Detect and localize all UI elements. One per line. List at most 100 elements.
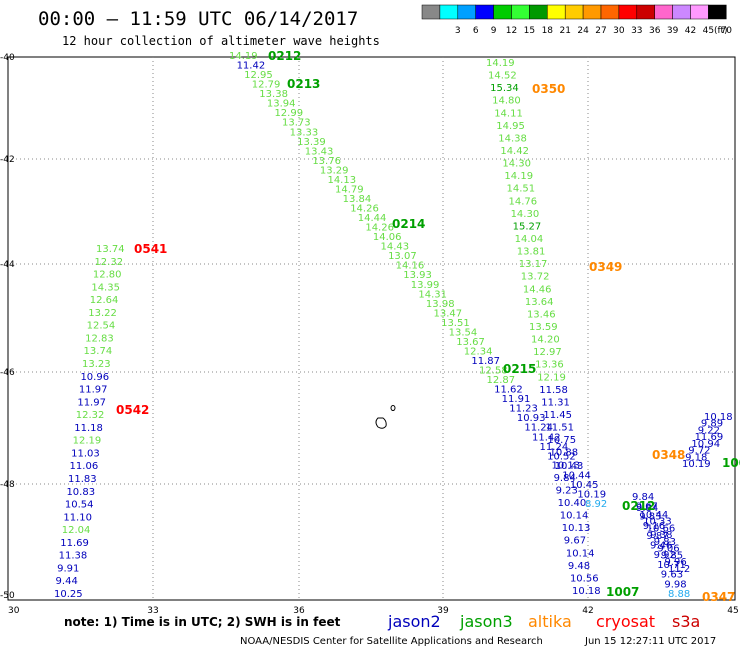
wave-height-value: 14.11 <box>494 108 523 119</box>
scale-swatch <box>475 4 494 20</box>
scale-label: 9 <box>491 26 497 36</box>
wave-height-value: 13.36 <box>535 360 564 371</box>
wave-height-value: 9.98 <box>664 579 686 590</box>
wave-height-value: 14.06 <box>373 232 402 243</box>
pass-label: 100 <box>722 456 740 470</box>
wave-height-value: 14.31 <box>418 289 447 300</box>
wave-height-value: 9.96 <box>664 557 686 568</box>
wave-height-value: 14.44 <box>358 213 387 224</box>
legend-s3a: s3a <box>672 612 700 631</box>
wave-height-value: 13.74 <box>96 244 125 255</box>
wave-height-value: 10.71 <box>657 560 686 571</box>
wave-height-value: 11.03 <box>71 448 100 459</box>
scale-swatch <box>582 4 602 20</box>
wave-height-value: 12.87 <box>487 375 516 386</box>
scale-label: 12 <box>506 26 517 36</box>
wave-height-value: 12.32 <box>76 410 105 421</box>
wave-height-value: 14.13 <box>327 175 356 186</box>
wave-height-value: 9.18 <box>685 452 707 463</box>
lon-tick-label: 30 <box>8 606 20 616</box>
wave-height-value: 11.83 <box>68 474 97 485</box>
page-title: 00:00 – 11:59 UTC 06/14/2017 <box>38 8 358 30</box>
wave-height-value: 12.97 <box>533 347 562 358</box>
lon-tick-label: 36 <box>293 606 305 616</box>
wave-height-value: 10.19 <box>577 489 606 500</box>
wave-height-value: 9.89 <box>701 419 723 430</box>
wave-height-value: 14.51 <box>506 184 535 195</box>
wave-height-value: 12.54 <box>87 321 116 332</box>
scale-swatch <box>600 4 620 20</box>
wave-height-value: 13.99 <box>411 280 440 291</box>
pass-label: 0214 <box>392 217 425 231</box>
wave-height-value: 13.54 <box>449 327 478 338</box>
wave-height-value: 10.13 <box>562 523 591 534</box>
wave-height-value: 14.76 <box>509 196 538 207</box>
wave-height-value: 10.33 <box>643 517 672 528</box>
wave-height-value: 11.91 <box>502 394 531 405</box>
wave-height-value: 13.33 <box>290 127 319 138</box>
pass-label: 0541 <box>134 242 167 256</box>
wave-height-value: 10.14 <box>560 511 589 522</box>
wave-height-value: 9.63 <box>661 570 683 581</box>
wave-height-value: 11.31 <box>541 397 570 408</box>
wave-height-value: 12.95 <box>244 70 273 81</box>
wave-height-value: 12.32 <box>94 257 123 268</box>
wave-height-value: 12.58 <box>479 366 508 377</box>
wave-height-value: 12.04 <box>62 525 91 536</box>
wave-height-value: 9.06 <box>657 544 679 555</box>
wave-height-value: 14.80 <box>492 96 521 107</box>
wave-height-value: 11.51 <box>545 423 574 434</box>
wave-height-value: 13.47 <box>434 308 463 319</box>
wave-height-value: 9.44 <box>56 576 78 587</box>
wave-height-value: 11.58 <box>539 385 568 396</box>
wave-height-value: 14.95 <box>496 121 525 132</box>
wave-height-value: 10.18 <box>572 586 601 597</box>
wave-height-value: 11.97 <box>79 385 108 396</box>
wave-height-value: 10.40 <box>558 498 587 509</box>
wave-height-value: 10.19 <box>682 459 711 470</box>
wave-height-value: 9.83 <box>639 511 661 522</box>
wave-height-value: 12.19 <box>537 372 566 383</box>
wave-height-value: 9.38 <box>650 530 672 541</box>
scale-label: 15 <box>524 26 535 36</box>
wave-height-value: 13.17 <box>519 259 548 270</box>
pass-label: 0350 <box>532 82 565 96</box>
wave-height-value: 9.87 <box>646 531 668 542</box>
wave-height-value: 14.19 <box>486 58 515 69</box>
wave-height-value: 14.26 <box>365 223 394 234</box>
lat-tick-label: -48 <box>0 480 15 490</box>
wave-height-value: 10.18 <box>704 412 733 423</box>
wave-height-value: 13.64 <box>525 297 554 308</box>
wave-height-value: 13.59 <box>529 322 558 333</box>
scale-swatch <box>636 4 655 20</box>
scale-label: 36 <box>649 26 661 36</box>
pass-label: 0212 <box>622 499 655 513</box>
wave-height-value: 9.84 <box>636 503 658 514</box>
wave-height-value: 11.97 <box>77 397 106 408</box>
wave-height-value: 13.51 <box>441 318 470 329</box>
wave-height-value: 14.46 <box>523 284 552 295</box>
wave-height-value: 10.43 <box>555 461 584 472</box>
pass-label: 0349 <box>589 260 622 274</box>
wave-height-value: 13.07 <box>388 251 417 262</box>
wave-height-value: 12.80 <box>93 270 122 281</box>
wave-height-value: 11.69 <box>695 432 724 443</box>
scale-swatch <box>421 4 441 20</box>
scale-swatch <box>708 4 727 20</box>
wave-height-value: 9.83 <box>654 537 676 548</box>
wave-height-value: 8.92 <box>585 499 607 510</box>
scale-swatch <box>564 4 584 20</box>
legend-jason3: jason3 <box>459 612 513 631</box>
pass-labels: 0212 0213 0214 0215 0212 1007 100 0541 0542 0350 0… <box>116 49 740 604</box>
wave-height-value: 11.38 <box>59 551 88 562</box>
wave-height-value: 14.19 <box>504 171 533 182</box>
wave-height-value: 14.16 <box>396 261 425 272</box>
lat-tick-label: -42 <box>0 155 15 165</box>
wave-height-value: 10.94 <box>691 439 720 450</box>
wave-height-value: 14.79 <box>335 184 364 195</box>
scale-label: 24 <box>577 26 589 36</box>
wave-height-value: 10.25 <box>54 589 83 600</box>
wave-height-value: 10.44 <box>640 510 669 521</box>
island-outline <box>375 405 396 429</box>
wave-height-value: 14.20 <box>531 335 560 346</box>
